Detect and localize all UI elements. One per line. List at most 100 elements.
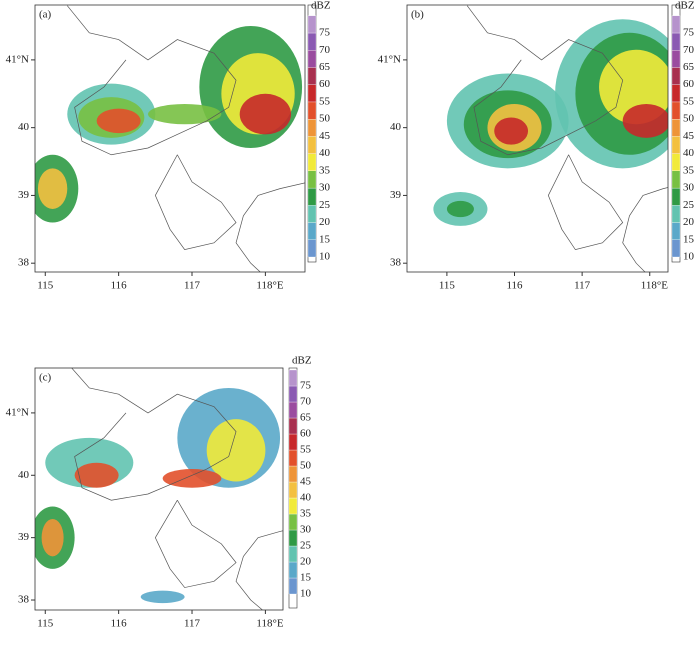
colorbar-label: 60 [683, 78, 695, 90]
coast [235, 182, 305, 272]
colorbar-label: 50 [683, 113, 695, 125]
colorbar-label: 15 [683, 233, 695, 245]
colorbar-block [671, 222, 681, 240]
echo [446, 200, 474, 218]
colorbar-label: 15 [319, 233, 331, 245]
colorbar-block [288, 561, 298, 579]
colorbar-label: 55 [683, 95, 695, 107]
colorbar-block [307, 136, 317, 154]
colorbar-block [288, 417, 298, 435]
echo [140, 590, 185, 604]
colorbar-block [671, 101, 681, 120]
x-tick-label: 118°E [256, 618, 283, 630]
y-tick-label: 40 [18, 469, 30, 481]
colorbar-block [288, 513, 298, 531]
colorbar-block [671, 136, 681, 154]
colorbar-label: 70 [683, 44, 695, 56]
y-tick-label: 38 [18, 257, 30, 269]
colorbar-block [671, 153, 681, 171]
colorbar-label: 65 [319, 61, 331, 73]
colorbar-block [671, 119, 681, 137]
x-tick-label: 117 [574, 280, 591, 292]
panel-label: (a) [39, 9, 52, 21]
map-frame [34, 367, 284, 611]
colorbar-label: 25 [683, 199, 695, 211]
colorbar-block [288, 449, 298, 467]
colorbar-block [671, 84, 681, 103]
echo [74, 462, 119, 488]
x-tick-label: 117 [184, 618, 201, 630]
colorbar-label: 35 [300, 508, 312, 520]
y-tick-label: 41°N [378, 53, 401, 65]
border [154, 500, 237, 588]
colorbar-block [307, 187, 317, 206]
coast [235, 530, 283, 610]
colorbar-label: 45 [683, 130, 695, 142]
colorbar-label: 45 [319, 130, 331, 142]
colorbar-label: 20 [683, 216, 695, 228]
colorbar-block [288, 545, 298, 563]
x-tick-label: 116 [506, 280, 523, 292]
colorbar-block [671, 15, 681, 34]
colorbar-block [288, 465, 298, 483]
colorbar-label: 70 [300, 396, 312, 408]
x-tick-label: 116 [111, 618, 128, 630]
colorbar-label: 75 [300, 380, 312, 392]
colorbar-label: 55 [300, 444, 312, 456]
colorbar-label: 40 [683, 147, 695, 159]
y-tick-label: 41°N [6, 53, 29, 65]
colorbar-label: 10 [300, 588, 312, 600]
y-tick-label: 39 [18, 189, 30, 201]
y-tick-label: 39 [390, 189, 402, 201]
x-tick-label: 118°E [256, 280, 283, 292]
y-tick-label: 40 [18, 121, 30, 133]
colorbar-label: 55 [319, 95, 331, 107]
colorbar-block [288, 369, 298, 387]
y-tick-label: 38 [390, 257, 402, 269]
colorbar-label: 30 [319, 182, 331, 194]
colorbar-label: 60 [300, 428, 312, 440]
colorbar-block [288, 401, 298, 419]
colorbar-block [671, 50, 681, 68]
colorbar-label: 45 [300, 476, 312, 488]
y-tick-label: 39 [18, 531, 30, 543]
colorbar-block [671, 67, 681, 85]
y-tick-label: 38 [18, 594, 30, 606]
y-tick-label: 41°N [6, 406, 29, 418]
colorbar-block [671, 239, 681, 258]
colorbar-block [671, 170, 681, 189]
colorbar-block [307, 67, 317, 85]
colorbar-block [288, 433, 298, 451]
colorbar-label: 15 [300, 572, 312, 584]
colorbar-block [307, 50, 317, 68]
colorbar-block [671, 32, 681, 51]
border [67, 5, 237, 156]
colorbar-label: 65 [300, 412, 312, 424]
echo [37, 168, 68, 209]
panel-label: (c) [39, 372, 52, 384]
colorbar-block [288, 385, 298, 403]
echo [96, 108, 141, 134]
colorbar-label: 20 [319, 216, 331, 228]
map-frame [406, 4, 669, 273]
colorbar-label: 75 [683, 27, 695, 39]
x-tick-label: 115 [439, 280, 456, 292]
colorbar-label: 35 [319, 164, 331, 176]
colorbar-block [307, 101, 317, 120]
colorbar-label: 30 [300, 524, 312, 536]
colorbar-block [307, 170, 317, 189]
colorbar-label: 35 [683, 164, 695, 176]
colorbar-label: 30 [683, 182, 695, 194]
colorbar-label: 75 [319, 27, 331, 39]
colorbar-label: 20 [300, 556, 312, 568]
border [466, 5, 624, 156]
colorbar-block [288, 497, 298, 515]
colorbar-block [288, 577, 298, 595]
x-tick-label: 118°E [641, 280, 668, 292]
echo [239, 93, 292, 135]
colorbar-label: 25 [300, 540, 312, 552]
colorbar-label: 50 [319, 113, 331, 125]
border [547, 154, 624, 251]
echo [494, 117, 529, 145]
